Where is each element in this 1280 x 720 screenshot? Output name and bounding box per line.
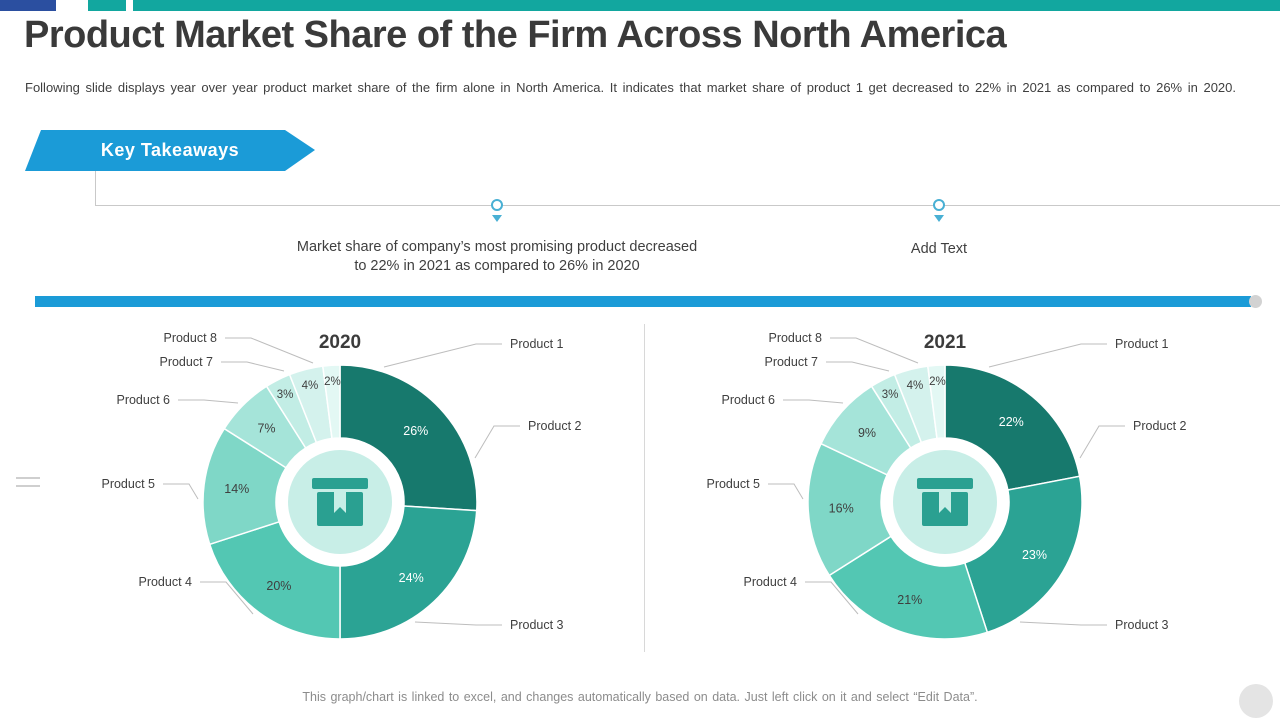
slice-percent-label: 24%	[399, 571, 424, 585]
corner-circle	[1239, 684, 1273, 718]
category-label: Product 8	[768, 331, 822, 345]
slice-percent-label: 22%	[999, 415, 1024, 429]
slice-percent-label: 14%	[224, 482, 249, 496]
chart-title: 2021	[924, 332, 967, 353]
category-label: Product 2	[528, 419, 582, 433]
category-label: Product 5	[101, 477, 155, 491]
category-label: Product 1	[1115, 337, 1169, 351]
package-box-icon	[312, 478, 368, 526]
slice-percent-label: 3%	[277, 389, 294, 401]
label-leader-line	[221, 361, 285, 372]
slice-percent-label: 7%	[257, 422, 275, 436]
category-label: Product 8	[163, 331, 217, 345]
category-label: Product 7	[764, 355, 818, 369]
slice-percent-label: 3%	[882, 389, 899, 401]
label-leader-line	[474, 425, 520, 459]
page-subtitle: Following slide displays year over year …	[25, 80, 1236, 95]
category-label: Product 5	[706, 477, 760, 491]
label-leader-line	[414, 621, 502, 626]
topbar-teal-square	[88, 0, 126, 11]
timeline-connector-line	[95, 171, 96, 205]
category-label: Product 1	[510, 337, 564, 351]
label-leader-line	[988, 343, 1107, 368]
donut-chart-2021-container[interactable]: 22% 23% 21% 16% 9% 3% 4% 2% Product 1 Product 2 Pr…	[640, 320, 1250, 685]
circle-marker-icon	[491, 199, 503, 211]
label-leader-line	[826, 361, 890, 372]
donut-center	[276, 438, 404, 566]
slice-percent-label: 4%	[302, 380, 319, 392]
slice-percent-label: 23%	[1022, 548, 1047, 562]
slice-percent-label: 4%	[907, 380, 924, 392]
label-leader-line	[178, 399, 239, 404]
category-label: Product 2	[1133, 419, 1187, 433]
left-handle-dash	[16, 477, 40, 479]
topbar-navy-segment	[0, 0, 56, 11]
topbar-teal-bar	[133, 0, 1280, 11]
page-title: Product Market Share of the Firm Across …	[24, 14, 1007, 56]
slice-percent-label: 9%	[858, 426, 876, 440]
package-box-icon	[917, 478, 973, 526]
category-label: Product 3	[510, 618, 564, 632]
circle-marker-icon	[933, 199, 945, 211]
label-leader-line	[163, 483, 199, 500]
category-label: Product 7	[159, 355, 213, 369]
key-takeaways-banner: Key Takeaways	[25, 130, 315, 171]
category-label: Product 4	[743, 575, 797, 589]
label-leader-line	[768, 483, 804, 500]
timeline-line	[95, 205, 1280, 206]
donut-chart-2020-container[interactable]: 26% 24% 20% 14% 7% 3% 4% 2% Product 1 Product 2 Pr…	[35, 320, 645, 685]
slice-percent-label: 26%	[403, 424, 428, 438]
label-leader-line	[225, 337, 314, 364]
section-divider-bar	[35, 296, 1251, 307]
category-label: Product 6	[721, 393, 775, 407]
label-leader-line	[383, 343, 502, 368]
divider-knob	[1249, 295, 1262, 308]
chevron-down-icon	[934, 215, 944, 222]
left-handle-dash	[16, 485, 40, 487]
charts-vertical-divider	[644, 324, 645, 652]
slice-percent-label: 2%	[929, 376, 946, 388]
label-leader-line	[805, 581, 859, 615]
footer-note: This graph/chart is linked to excel, and…	[302, 690, 978, 704]
donut-center	[881, 438, 1009, 566]
donut-chart-2020[interactable]: 26% 24% 20% 14% 7% 3% 4% 2% Product 1 Product 2 Pr…	[35, 320, 645, 685]
label-leader-line	[783, 399, 844, 404]
slice-percent-label: 21%	[897, 593, 922, 607]
category-label: Product 4	[138, 575, 192, 589]
label-leader-line	[1079, 425, 1125, 459]
category-label: Product 6	[116, 393, 170, 407]
label-leader-line	[1019, 621, 1107, 626]
slice-percent-label: 16%	[829, 502, 854, 516]
donut-chart-2021[interactable]: 22% 23% 21% 16% 9% 3% 4% 2% Product 1 Product 2 Pr…	[640, 320, 1250, 685]
label-leader-line	[830, 337, 919, 364]
chart-title: 2020	[319, 332, 361, 353]
slice-percent-label: 2%	[324, 376, 341, 388]
key-takeaways-label: Key Takeaways	[100, 140, 240, 160]
chevron-down-icon	[492, 215, 502, 222]
slice-percent-label: 20%	[266, 579, 291, 593]
takeaway-text: Market share of company’s most promising…	[296, 239, 698, 274]
add-text-placeholder[interactable]: Add Text	[910, 241, 968, 257]
category-label: Product 3	[1115, 618, 1169, 632]
label-leader-line	[200, 581, 254, 615]
